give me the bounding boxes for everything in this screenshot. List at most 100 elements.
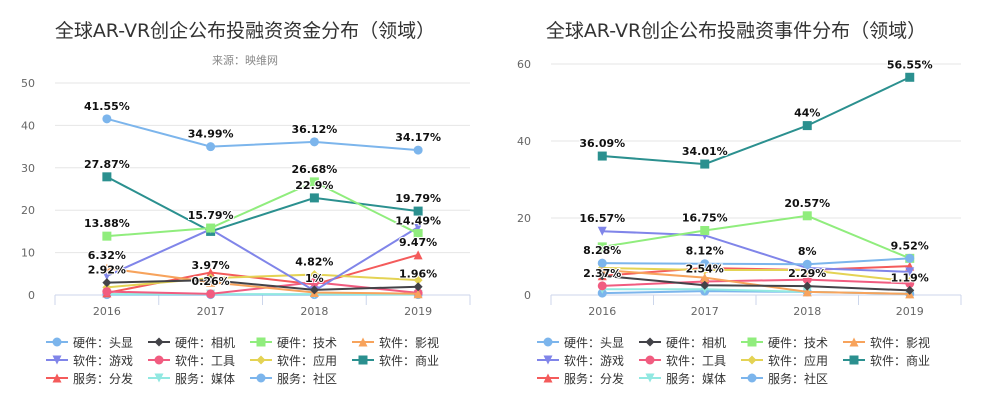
- legend-marker[interactable]: [256, 337, 266, 347]
- legend-item[interactable]: 软件：游戏: [537, 351, 639, 369]
- legend-marker[interactable]: [52, 373, 62, 383]
- legend-item[interactable]: 软件：工具: [148, 351, 250, 369]
- data-point[interactable]: [905, 253, 915, 263]
- data-point[interactable]: [597, 226, 607, 236]
- data-point[interactable]: [905, 267, 915, 277]
- x-tick-label: 2018: [300, 305, 328, 318]
- data-point[interactable]: [802, 287, 812, 297]
- legend-marker[interactable]: [645, 355, 655, 365]
- data-point[interactable]: [700, 226, 710, 236]
- data-point[interactable]: [413, 229, 423, 239]
- data-point[interactable]: [206, 223, 216, 233]
- data-point[interactable]: [597, 151, 607, 161]
- data-point[interactable]: [102, 287, 112, 297]
- data-point[interactable]: [102, 114, 112, 124]
- legend-marker[interactable]: [645, 373, 655, 383]
- data-point[interactable]: [700, 259, 710, 269]
- legend-item[interactable]: 硬件：头显: [537, 333, 639, 351]
- legend-item[interactable]: 服务：媒体: [639, 369, 741, 387]
- data-point[interactable]: [802, 121, 812, 131]
- data-point[interactable]: [102, 172, 112, 182]
- legend-item[interactable]: 软件：游戏: [46, 351, 148, 369]
- data-point[interactable]: [102, 263, 112, 273]
- legend-item[interactable]: 软件：工具: [639, 351, 741, 369]
- data-point[interactable]: [309, 270, 319, 280]
- data-point[interactable]: [309, 285, 319, 295]
- data-point[interactable]: [206, 289, 216, 299]
- data-point[interactable]: [413, 250, 423, 260]
- legend-label: 服务：社区: [277, 371, 338, 386]
- legend-item[interactable]: 软件：商业: [843, 351, 945, 369]
- legend-item[interactable]: 软件：商业: [352, 351, 454, 369]
- legend-item[interactable]: 服务：媒体: [148, 369, 250, 387]
- data-point[interactable]: [597, 258, 607, 268]
- data-label: 9.47%: [399, 236, 437, 249]
- data-point[interactable]: [700, 159, 710, 169]
- data-point[interactable]: [597, 281, 607, 291]
- legend-marker[interactable]: [52, 337, 62, 347]
- legend-marker[interactable]: [256, 373, 266, 383]
- legend-item[interactable]: 服务：社区: [741, 369, 843, 387]
- data-point[interactable]: [905, 72, 915, 82]
- data-point[interactable]: [802, 275, 812, 285]
- legend-item[interactable]: 软件：应用: [741, 351, 843, 369]
- legend-marker[interactable]: [747, 337, 757, 347]
- data-point[interactable]: [206, 142, 216, 152]
- legend-item[interactable]: 软件：影视: [352, 333, 454, 351]
- legend-marker[interactable]: [747, 373, 757, 383]
- legend-item[interactable]: 服务：分发: [46, 369, 148, 387]
- data-point[interactable]: [597, 265, 607, 275]
- legend-marker[interactable]: [849, 337, 859, 347]
- data-point[interactable]: [413, 222, 423, 232]
- legend-marker[interactable]: [543, 373, 553, 383]
- legend-marker[interactable]: [543, 355, 553, 365]
- legend-marker[interactable]: [256, 355, 266, 365]
- data-point[interactable]: [597, 271, 607, 281]
- legend-marker[interactable]: [645, 337, 655, 347]
- legend-item[interactable]: 服务：社区: [250, 369, 352, 387]
- legend-marker[interactable]: [849, 355, 859, 365]
- data-point[interactable]: [309, 177, 319, 187]
- legend-item[interactable]: 软件：应用: [250, 351, 352, 369]
- legend-marker[interactable]: [747, 355, 757, 365]
- data-point[interactable]: [905, 285, 915, 295]
- legend-item[interactable]: 软件：影视: [843, 333, 945, 351]
- data-point[interactable]: [206, 268, 216, 278]
- data-point[interactable]: [102, 231, 112, 241]
- data-point[interactable]: [802, 259, 812, 269]
- legend-marker[interactable]: [543, 337, 553, 347]
- data-point[interactable]: [102, 271, 112, 281]
- legend-marker[interactable]: [154, 355, 164, 365]
- data-point[interactable]: [413, 275, 423, 285]
- data-point[interactable]: [309, 137, 319, 147]
- legend-item[interactable]: 硬件：相机: [148, 333, 250, 351]
- data-point[interactable]: [413, 206, 423, 216]
- data-point[interactable]: [802, 211, 812, 221]
- data-point[interactable]: [905, 278, 915, 288]
- legend-item[interactable]: 硬件：头显: [46, 333, 148, 351]
- data-point[interactable]: [309, 277, 319, 287]
- data-point[interactable]: [802, 281, 812, 291]
- data-point[interactable]: [309, 193, 319, 203]
- legend-marker[interactable]: [358, 337, 368, 347]
- data-label: 14.49%: [395, 215, 441, 228]
- data-point[interactable]: [700, 280, 710, 290]
- data-point[interactable]: [597, 242, 607, 252]
- data-point[interactable]: [700, 273, 710, 283]
- data-point[interactable]: [413, 282, 423, 292]
- legend-marker[interactable]: [154, 337, 164, 347]
- data-point[interactable]: [700, 265, 710, 275]
- data-point[interactable]: [413, 289, 423, 299]
- data-point[interactable]: [206, 275, 216, 285]
- y-tick-label: 40: [517, 135, 531, 148]
- legend-item[interactable]: 硬件：技术: [250, 333, 352, 351]
- data-point[interactable]: [413, 145, 423, 155]
- legend-item[interactable]: 服务：分发: [537, 369, 639, 387]
- legend-marker[interactable]: [52, 355, 62, 365]
- data-point[interactable]: [102, 278, 112, 288]
- legend-item[interactable]: 硬件：技术: [741, 333, 843, 351]
- series-1: [597, 271, 915, 295]
- legend-marker[interactable]: [358, 355, 368, 365]
- legend-item[interactable]: 硬件：相机: [639, 333, 741, 351]
- legend-marker[interactable]: [154, 373, 164, 383]
